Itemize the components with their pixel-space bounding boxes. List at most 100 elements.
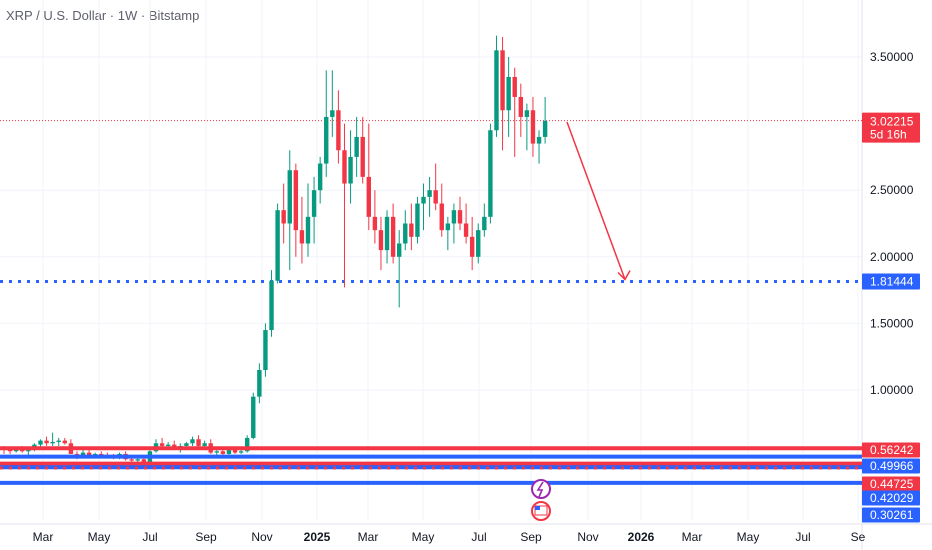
candle-body: [251, 396, 256, 438]
y-tick-label: 2.00000: [870, 250, 914, 264]
candle-body: [214, 451, 219, 453]
candle-body: [299, 230, 305, 244]
candle-body: [324, 116, 329, 164]
candle-body: [348, 156, 353, 184]
x-tick-label: Jul: [142, 530, 157, 544]
x-tick-label: Nov: [251, 530, 272, 544]
candle-body: [26, 449, 31, 452]
candle-body: [476, 230, 481, 257]
candle-body: [305, 216, 311, 244]
y-tick-label: 2.50000: [870, 183, 914, 197]
candle-body: [38, 440, 43, 445]
candle-body: [293, 170, 299, 231]
candle-body: [457, 210, 463, 224]
x-tick-label: Nov: [577, 530, 598, 544]
candle-body: [372, 216, 378, 231]
candle-body: [397, 243, 402, 257]
candle-body: [500, 50, 505, 111]
current-price-label: 3.02215: [870, 115, 914, 129]
flag-shape: [534, 505, 548, 516]
candle-body: [518, 96, 523, 117]
level-label: 0.42029: [870, 491, 914, 505]
candle-body: [506, 76, 511, 111]
flag-canton: [535, 506, 540, 510]
candle-body: [451, 210, 457, 224]
event-icon-us-flag: [531, 501, 551, 521]
candle-body: [366, 176, 371, 217]
candle-body: [336, 110, 341, 151]
candle-body: [488, 130, 493, 217]
candle-body: [390, 216, 396, 257]
level-label-bg: [862, 442, 920, 458]
candle-body: [494, 50, 499, 131]
candle-body: [542, 120, 548, 137]
candle-body: [384, 216, 390, 251]
candle-body: [263, 330, 268, 371]
candle-body: [524, 110, 530, 117]
level-label-bg: [862, 476, 920, 492]
x-tick-label: Se: [851, 530, 866, 544]
candle-body: [463, 223, 469, 237]
candle-body: [403, 223, 408, 244]
candle-body: [245, 437, 250, 452]
candle-body: [220, 451, 226, 454]
candle-body: [445, 223, 451, 231]
x-tick-label: May: [412, 530, 435, 544]
candle-body: [530, 110, 536, 144]
candle-body: [257, 370, 262, 397]
candle-body: [86, 452, 92, 456]
current-price-label-bg: [862, 112, 920, 143]
support-level-label: 1.81444: [870, 275, 914, 289]
candle-body: [80, 452, 86, 457]
level-label: 0.56242: [870, 443, 914, 457]
candle-body: [50, 441, 55, 444]
event-circle: [531, 479, 551, 499]
candle-body: [360, 136, 365, 177]
candle-body: [93, 453, 98, 456]
level-label-bg: [862, 507, 920, 523]
candle-body: [536, 136, 542, 144]
candle-body: [56, 440, 61, 442]
candle-body: [330, 110, 335, 117]
candle-body: [512, 76, 517, 97]
projection-arrow-head: [617, 270, 631, 281]
x-tick-label: 2026: [628, 530, 655, 544]
candle-body: [433, 190, 438, 204]
candle-body: [7, 449, 13, 452]
candle-body: [232, 449, 238, 453]
x-tick-label: Mar: [682, 530, 703, 544]
candle-body: [62, 440, 67, 444]
candle-body: [129, 459, 134, 461]
lightning-icon: [536, 481, 544, 498]
y-tick-label: 3.50000: [870, 50, 914, 64]
candle-body: [190, 439, 195, 444]
x-tick-label: 2025: [304, 530, 331, 544]
x-tick-label: Mar: [358, 530, 379, 544]
candle-body: [202, 443, 207, 446]
candle-body: [226, 449, 232, 454]
level-label-bg: [862, 490, 920, 506]
x-tick-label: Sep: [520, 530, 542, 544]
x-tick-label: May: [88, 530, 111, 544]
chart-title: XRP / U.S. Dollar · 1W · Bitstamp: [6, 8, 200, 23]
candle-body: [275, 210, 280, 281]
candle-body: [287, 170, 292, 224]
event-icon-crypto: [531, 479, 551, 499]
candle-body: [311, 190, 317, 217]
candle-body: [135, 459, 140, 461]
countdown-label: 5d 16h: [870, 128, 907, 142]
candle-body: [342, 150, 347, 184]
support-level-label-bg: [862, 273, 920, 290]
candle-body: [317, 163, 323, 191]
candle-body: [469, 236, 475, 257]
y-tick-label: 1.50000: [870, 316, 914, 330]
y-tick-label: 1.00000: [870, 383, 914, 397]
x-tick-label: Jul: [471, 530, 486, 544]
candle-body: [172, 444, 177, 448]
level-label: 0.44725: [870, 477, 914, 491]
candle-body: [378, 230, 384, 251]
level-label: 0.49966: [870, 459, 914, 473]
candle-body: [269, 280, 274, 331]
x-tick-label: May: [737, 530, 760, 544]
